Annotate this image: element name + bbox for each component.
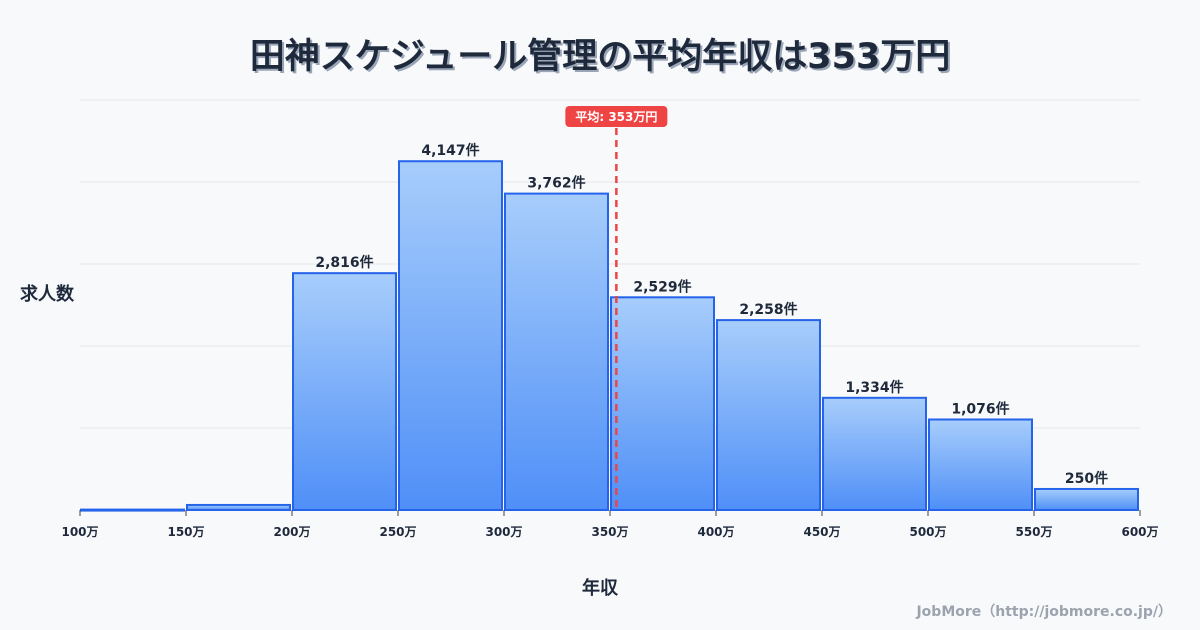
x-tick-label: 500万 xyxy=(909,525,946,539)
histogram-bar xyxy=(610,296,715,512)
histogram-bar xyxy=(1034,487,1139,512)
bar-value-label: 2,258件 xyxy=(739,301,797,318)
histogram-bar xyxy=(822,396,927,512)
bar-value-label: 4,147件 xyxy=(421,142,479,159)
bar-value-label: 1,076件 xyxy=(951,401,1009,418)
x-tick-label: 200万 xyxy=(273,525,310,539)
histogram-bar xyxy=(716,319,821,511)
histogram-bar xyxy=(80,508,185,512)
average-badge xyxy=(565,106,668,127)
x-tick-label: 350万 xyxy=(591,525,628,539)
x-tick-label: 400万 xyxy=(697,525,734,539)
chart-title: 田神スケジュール管理の平均年収は353万円 xyxy=(249,37,951,77)
x-tick-label: 450万 xyxy=(803,525,840,539)
x-tick-label: 600万 xyxy=(1121,525,1158,539)
histogram-bar xyxy=(398,160,503,512)
bar-value-label: 2,529件 xyxy=(633,278,691,295)
credit-text: JobMore（http://jobmore.co.jp/） xyxy=(916,604,1172,620)
histogram-bar xyxy=(292,272,397,511)
x-axis-label: 年収 xyxy=(582,578,618,599)
x-tick-label: 100万 xyxy=(61,525,98,539)
bar-value-label: 1,334件 xyxy=(845,379,903,396)
histogram-bar xyxy=(186,503,291,512)
x-tick-label: 300万 xyxy=(485,525,522,539)
average-label: 平均: 353万円 xyxy=(575,109,657,124)
x-tick-label: 550万 xyxy=(1015,525,1052,539)
bars: 2,816件 4,147件 3,762件 2,529件 2,258件 1,334件 1,07… xyxy=(80,142,1139,512)
y-axis-label: 求人数 xyxy=(20,284,74,305)
x-tick-label: 250万 xyxy=(379,525,416,539)
average-marker: 平均: 353万円 xyxy=(565,106,668,510)
bar-value-label: 3,762件 xyxy=(527,175,585,192)
bar-value-label: 250件 xyxy=(1065,470,1108,487)
histogram-bar xyxy=(504,192,609,512)
x-tick-label: 150万 xyxy=(167,525,204,539)
bar-value-label: 2,816件 xyxy=(315,254,373,271)
histogram-bar xyxy=(928,418,1033,512)
x-axis: 100万 150万 200万 250万 300万 350万 400万 450万 500万 550万… xyxy=(61,510,1159,539)
